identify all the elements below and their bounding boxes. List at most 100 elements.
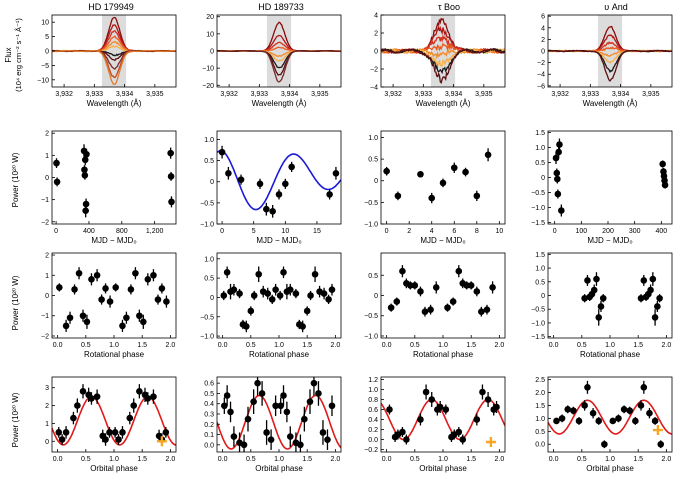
- data-point: [267, 436, 275, 443]
- data-point: [81, 156, 89, 164]
- x-tick-label: 0.0: [549, 456, 559, 463]
- plot-area-r0c3: [548, 15, 672, 87]
- x-axis-label: MJD − MJD₀: [256, 236, 301, 245]
- data-point: [93, 393, 101, 400]
- data-point: [244, 415, 252, 423]
- panel-r0c0: 3,932 3,933 3,934 3,935 −10 −5 0 5 10 Wavelength …: [37, 14, 177, 108]
- y-tick-label: 0: [374, 293, 378, 300]
- data-point: [167, 149, 174, 157]
- data-point: [130, 402, 138, 409]
- column-title-tau-boo: τ Boo: [438, 2, 460, 12]
- x-tick-label: 15: [313, 228, 321, 235]
- x-axis-label: Orbital phase: [90, 464, 138, 473]
- fit-curve: [217, 150, 341, 211]
- y-tick-label: 1.5: [535, 130, 545, 137]
- data-point: [439, 179, 447, 187]
- fit-curve: [52, 395, 176, 446]
- axes-frame: [216, 130, 342, 225]
- plot-area-r2c1: [220, 266, 336, 333]
- x-tick-label: 6: [452, 228, 456, 235]
- x-tick-label: 1.0: [438, 342, 448, 349]
- y-tick-label: −4: [537, 72, 545, 79]
- data-point: [553, 169, 561, 177]
- data-point: [326, 191, 333, 198]
- data-point: [442, 406, 450, 413]
- flux-series-line: [548, 49, 672, 82]
- data-point: [656, 294, 663, 302]
- data-point: [647, 286, 654, 294]
- panel-r0c1: 3,932 3,933 3,934 3,935 −20 −10 0 10 20 Wavelengt…: [202, 14, 342, 108]
- data-point: [158, 285, 166, 292]
- x-tick-label: 3,932: [551, 91, 569, 98]
- data-point: [595, 314, 603, 321]
- data-point: [386, 406, 393, 413]
- y-tick-label: 0.4: [204, 401, 214, 408]
- y-tick-label: −0.5: [531, 190, 545, 197]
- data-point: [328, 286, 336, 294]
- data-point: [558, 415, 566, 422]
- plot-area-r0c0: [52, 15, 176, 87]
- y-tick-label: 0.5: [368, 157, 378, 164]
- data-point: [58, 436, 66, 443]
- y-tick-label: 20: [206, 14, 214, 21]
- x-tick-label: 3,933: [415, 91, 433, 98]
- shaded-band: [101, 15, 127, 87]
- data-point: [286, 286, 294, 294]
- data-point: [56, 284, 63, 291]
- panel-r1c1: 0 5 10 15 −1.0 −0.5 0 0.5 1.0 MJD − MJD₀: [200, 130, 342, 245]
- axes-frame: [380, 252, 506, 339]
- data-point: [268, 296, 276, 303]
- data-point: [98, 296, 105, 303]
- data-point: [417, 170, 424, 178]
- data-point: [55, 429, 63, 436]
- data-point: [403, 436, 410, 443]
- y-tick-label: 0: [541, 175, 545, 182]
- plot-area-r1c1: [217, 145, 341, 218]
- y-tick-label: 0: [541, 49, 545, 56]
- data-point: [115, 436, 122, 443]
- y-tick-label: 1.0: [368, 135, 378, 142]
- data-point: [394, 192, 402, 200]
- y-tick-label: 2: [374, 31, 378, 38]
- y-tick-label: −1: [41, 313, 49, 320]
- data-point: [154, 296, 162, 303]
- data-point: [102, 285, 109, 292]
- data-point: [315, 390, 322, 397]
- x-tick-label: 1.5: [633, 456, 643, 463]
- data-point: [225, 169, 232, 177]
- data-point: [301, 415, 308, 423]
- plot-area-r2c3: [581, 272, 663, 326]
- data-point: [247, 307, 255, 315]
- plot-area-r0c1: [217, 15, 341, 87]
- y-tick-label: 2: [45, 253, 49, 260]
- axes-frame: [547, 252, 673, 339]
- data-point: [83, 150, 90, 158]
- flux-series-line: [52, 49, 176, 85]
- data-point: [632, 417, 639, 425]
- x-tick-label: 0.5: [410, 456, 420, 463]
- data-point: [275, 191, 283, 198]
- data-point: [136, 387, 143, 395]
- plot-area-r2c0: [56, 267, 170, 332]
- data-point: [144, 276, 152, 283]
- y-tick-label: 1.0: [535, 266, 545, 273]
- data-point: [280, 269, 287, 276]
- data-point: [661, 181, 669, 189]
- data-point: [223, 269, 231, 276]
- x-tick-label: 0.0: [382, 456, 392, 463]
- y-tick-label: 0.5: [204, 276, 214, 283]
- data-point: [306, 398, 314, 405]
- data-point: [637, 402, 645, 409]
- x-tick-label: 300: [629, 228, 641, 235]
- data-point: [581, 402, 588, 409]
- panel-r1c3: 0 100 200 300 400 −1.5 −1.0 −0.5 0 0.5 1.0 1.5 MJD −…: [531, 130, 673, 245]
- y-tick-label: 1: [45, 273, 49, 280]
- panel-r3c3: 0.0 0.5 1.0 1.5 2.0 0.0 0.5 1.0 1.5 2.0 2.5 Orbital…: [535, 376, 673, 473]
- x-tick-label: 3,935: [475, 91, 493, 98]
- data-point: [319, 429, 327, 436]
- x-tick-label: 3,932: [220, 91, 238, 98]
- panel-r2c3: 0.0 0.5 1.0 1.5 2.0−1.5−1.0−0.500.51.01.5Rot…: [531, 252, 673, 359]
- data-point: [407, 282, 414, 289]
- data-point: [132, 269, 139, 277]
